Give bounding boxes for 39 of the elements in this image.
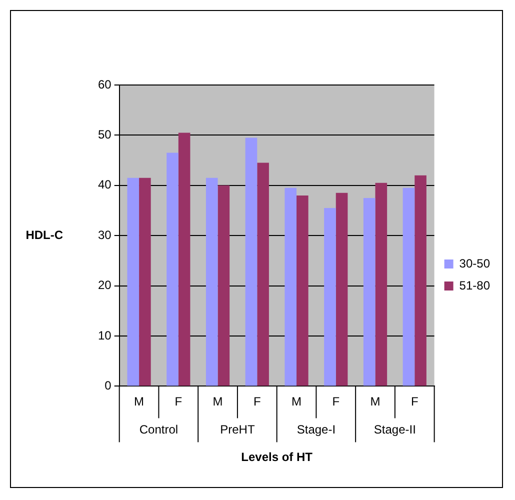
x-tick-label: F — [253, 394, 261, 409]
text: Stage-I — [296, 422, 336, 437]
text: Stage-II — [374, 422, 416, 437]
x-tick-label: F — [174, 394, 182, 409]
bar — [324, 208, 336, 386]
y-tick-label: 20 — [98, 278, 112, 292]
x-tick-label: M — [212, 394, 223, 409]
bar — [178, 132, 190, 386]
bar — [127, 178, 140, 386]
x-tick-label: M — [134, 394, 144, 409]
bar — [166, 152, 178, 386]
y-tick-label: 50 — [98, 128, 112, 142]
x-tick-label: M — [370, 394, 380, 409]
text: Control — [139, 422, 178, 437]
bar — [414, 175, 426, 386]
x-tick-label: F — [410, 394, 418, 409]
x-axis-title: Levels of HT — [241, 450, 314, 464]
y-tick-label: 0 — [104, 378, 112, 393]
text: PreHT — [220, 422, 256, 437]
bar — [336, 192, 348, 386]
y-tick-label: 40 — [98, 178, 112, 192]
y-tick-label: 10 — [98, 328, 112, 342]
legend-label: 30-50 — [459, 256, 490, 270]
x-tick-label: M — [292, 394, 302, 409]
bar — [375, 182, 388, 386]
bar — [363, 198, 376, 386]
bar — [206, 178, 218, 386]
bar — [245, 138, 258, 386]
bar — [402, 188, 415, 386]
y-tick-label: 30 — [98, 228, 112, 242]
y-tick-label: 60 — [98, 77, 112, 92]
bar — [284, 188, 297, 386]
legend-label: 51-80 — [459, 278, 490, 292]
bar — [218, 185, 230, 386]
y-axis-title: HDL-C — [26, 228, 64, 242]
x-tick-label: F — [332, 394, 340, 409]
bar — [296, 195, 308, 386]
bar — [139, 178, 151, 386]
bar — [257, 162, 269, 386]
